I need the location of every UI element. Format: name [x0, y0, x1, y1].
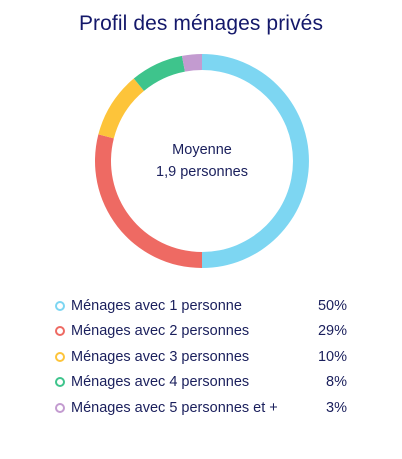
legend-dot-icon	[55, 300, 65, 311]
donut-slice-4	[133, 55, 185, 91]
legend-item: Ménages avec 3 personnes 10%	[55, 344, 347, 370]
legend-label: Ménages avec 1 personne	[71, 297, 242, 314]
legend-value: 3%	[326, 399, 347, 416]
legend-item: Ménages avec 2 personnes 29%	[55, 319, 347, 345]
legend-dot-icon	[55, 326, 65, 337]
legend-dot-icon	[55, 402, 65, 413]
legend-dot-icon	[55, 351, 65, 362]
legend-label: Ménages avec 5 personnes et +	[71, 399, 278, 416]
average-label: Moyenne	[172, 142, 232, 158]
chart-title: Profil des ménages privés	[78, 12, 324, 35]
legend-label: Ménages avec 4 personnes	[71, 374, 250, 391]
legend-item: Ménages avec 4 personnes 8%	[55, 370, 347, 396]
legend-value: 8%	[326, 374, 347, 391]
legend-value: 29%	[317, 323, 347, 340]
donut-slice-5	[181, 54, 202, 72]
average-value: 1,9 personnes	[156, 164, 248, 180]
legend-item: Ménages avec 5 personnes et + 3%	[55, 395, 347, 421]
legend-label: Ménages avec 2 personnes	[71, 323, 250, 340]
chart-legend: Ménages avec 1 personne 50% Ménages avec 2…	[55, 293, 347, 421]
legend-dot-icon	[55, 377, 65, 388]
legend-label: Ménages avec 3 personnes	[71, 348, 250, 365]
donut-slice-1	[202, 54, 309, 268]
donut-chart	[94, 54, 309, 268]
legend-value: 10%	[317, 348, 347, 365]
donut-slice-3	[98, 78, 144, 139]
legend-item: Ménages avec 1 personne 50%	[55, 293, 347, 319]
donut-slice-2	[94, 134, 202, 268]
legend-value: 50%	[317, 297, 347, 314]
